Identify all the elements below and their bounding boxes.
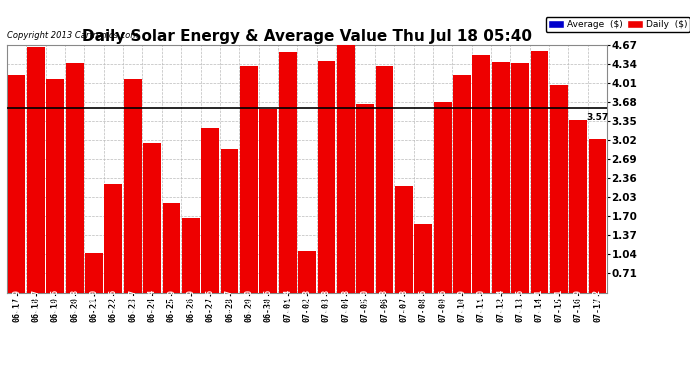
Text: 2.867: 2.867 xyxy=(225,288,234,312)
Text: 4.544: 4.544 xyxy=(283,288,292,312)
Text: 4.374: 4.374 xyxy=(496,288,505,312)
Bar xyxy=(492,62,510,314)
Bar xyxy=(8,75,26,314)
Bar xyxy=(395,186,413,314)
Text: 4.627: 4.627 xyxy=(32,288,41,312)
Bar xyxy=(337,26,355,314)
Bar xyxy=(279,52,297,314)
Bar xyxy=(298,251,316,314)
Text: 2.266: 2.266 xyxy=(109,288,118,312)
Text: 3.686: 3.686 xyxy=(438,288,447,312)
Bar xyxy=(124,79,141,314)
Bar xyxy=(550,86,568,314)
Text: 1.679: 1.679 xyxy=(186,288,195,312)
Text: 4.149: 4.149 xyxy=(12,288,21,312)
Text: 4.356: 4.356 xyxy=(515,288,524,312)
Text: 4.500: 4.500 xyxy=(477,288,486,312)
Bar xyxy=(473,55,490,314)
Text: 4.561: 4.561 xyxy=(535,288,544,312)
Text: 4.086: 4.086 xyxy=(51,288,60,312)
Bar xyxy=(66,63,83,314)
Bar xyxy=(259,109,277,314)
Text: 3.042: 3.042 xyxy=(593,288,602,312)
Bar xyxy=(46,79,64,314)
Text: 4.300: 4.300 xyxy=(244,288,253,312)
Bar xyxy=(104,184,122,314)
Bar xyxy=(163,202,180,314)
Bar xyxy=(589,139,607,314)
Legend: Average  ($), Daily  ($): Average ($), Daily ($) xyxy=(546,17,690,32)
Bar xyxy=(434,102,451,314)
Text: 1.939: 1.939 xyxy=(167,288,176,312)
Text: 1.093: 1.093 xyxy=(302,288,312,312)
Text: 4.149: 4.149 xyxy=(457,288,466,312)
Text: 3.971: 3.971 xyxy=(554,288,563,312)
Title: Daily Solar Energy & Average Value Thu Jul 18 05:40: Daily Solar Energy & Average Value Thu J… xyxy=(82,29,532,44)
Bar xyxy=(85,253,103,314)
Bar xyxy=(414,224,432,314)
Bar xyxy=(453,75,471,314)
Text: 4.358: 4.358 xyxy=(70,288,79,312)
Bar xyxy=(569,120,587,314)
Text: 3.369: 3.369 xyxy=(573,288,582,312)
Text: 4.998: 4.998 xyxy=(342,288,351,312)
Bar xyxy=(531,51,549,314)
Text: 3.57: 3.57 xyxy=(586,113,608,122)
Text: 3.650: 3.650 xyxy=(361,288,370,312)
Text: 2.228: 2.228 xyxy=(400,288,408,312)
Text: 1.070: 1.070 xyxy=(90,288,99,312)
Bar xyxy=(240,66,258,314)
Text: 1.566: 1.566 xyxy=(419,288,428,312)
Bar xyxy=(144,143,161,314)
Text: 4.398: 4.398 xyxy=(322,288,331,312)
Bar xyxy=(182,217,200,314)
Bar xyxy=(221,149,239,314)
Text: 2.964: 2.964 xyxy=(148,288,157,312)
Bar xyxy=(356,104,374,314)
Text: 3.226: 3.226 xyxy=(206,288,215,312)
Text: 4.087: 4.087 xyxy=(128,288,137,312)
Text: 3.566: 3.566 xyxy=(264,288,273,312)
Bar xyxy=(317,61,335,314)
Text: 4.308: 4.308 xyxy=(380,288,389,312)
Text: Copyright 2013 Cartronics.com: Copyright 2013 Cartronics.com xyxy=(7,30,138,39)
Bar xyxy=(511,63,529,314)
Bar xyxy=(375,66,393,314)
Bar xyxy=(27,48,45,314)
Bar xyxy=(201,128,219,314)
